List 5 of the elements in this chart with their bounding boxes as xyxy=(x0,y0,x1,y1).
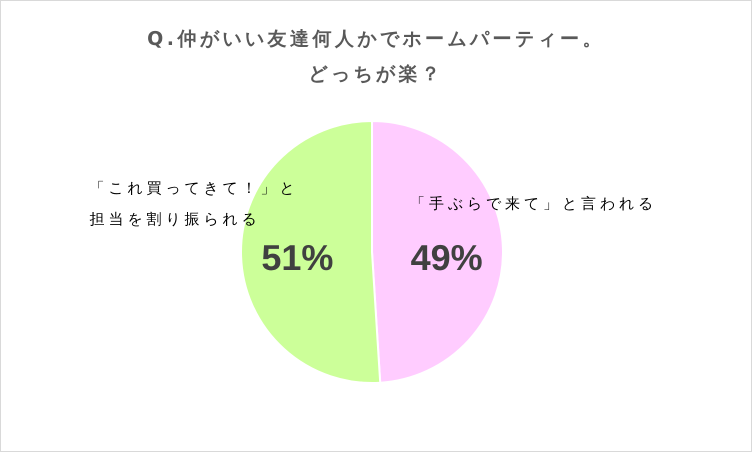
slice-label: 「これ買ってきて！」と担当を割り振られる xyxy=(90,179,299,228)
chart-title: Q.仲がいい友達何人かでホームパーティー。どっちが楽？ xyxy=(147,28,605,85)
data-label: 51% xyxy=(261,236,334,278)
slice-label: 「手ぶらで来て」と言われる xyxy=(410,194,657,213)
data-label: 49% xyxy=(410,236,483,278)
